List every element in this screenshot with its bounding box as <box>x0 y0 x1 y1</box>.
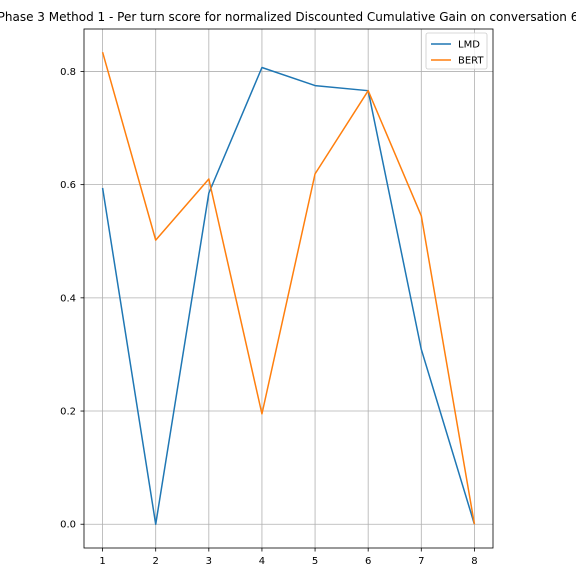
y-tick-label: 0.2 <box>60 407 76 418</box>
x-tick-label: 6 <box>365 556 371 567</box>
x-tick-label: 5 <box>312 556 318 567</box>
x-tick-label: 4 <box>259 556 265 567</box>
y-tick-label: 0.8 <box>60 67 76 78</box>
x-tick-label: 2 <box>153 556 159 567</box>
legend-label: LMD <box>458 40 480 51</box>
x-tick-label: 8 <box>471 556 477 567</box>
chart-title: Phase 3 Method 1 - Per turn score for no… <box>0 10 576 24</box>
y-tick-label: 0.4 <box>60 293 76 304</box>
y-tick-label: 0.0 <box>60 520 76 531</box>
plot-area <box>83 28 494 549</box>
x-tick-label: 3 <box>206 556 212 567</box>
y-tick-label: 0.6 <box>60 180 76 191</box>
x-tick-label: 1 <box>99 556 105 567</box>
legend: LMD BERT <box>425 32 488 70</box>
series-lines <box>101 52 476 525</box>
legend-label: BERT <box>458 56 484 67</box>
axis-ticks: 1 2 3 4 5 6 7 8 0.0 0.2 0.4 0.6 0.8 <box>60 67 478 567</box>
series-line-bert <box>101 52 476 525</box>
x-tick-label: 7 <box>418 556 424 567</box>
series-line-lmd <box>101 66 476 525</box>
grid <box>84 29 493 548</box>
